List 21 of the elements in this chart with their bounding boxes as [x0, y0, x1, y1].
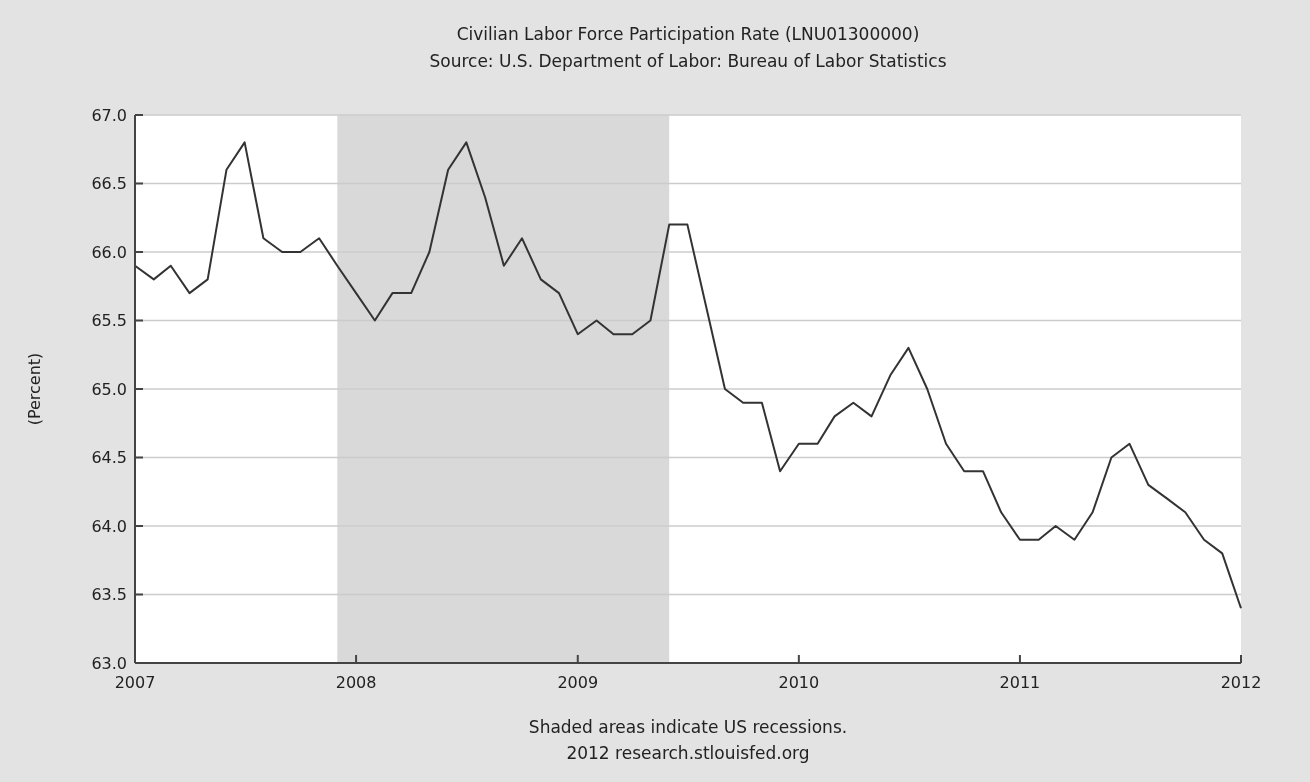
chart-title: Civilian Labor Force Participation Rate (LNU01300000): [456, 24, 920, 44]
chart-subtitle: Source: U.S. Department of Labor: Bureau of Labor Statistics: [429, 51, 947, 71]
text: Shaded areas indicate US recessions.: [528, 717, 848, 737]
y-tick-label: 64.5: [91, 448, 127, 468]
y-tick-label: 67.0: [91, 105, 127, 125]
x-tick-label: 2007: [114, 673, 156, 692]
y-tick-label: 66.5: [91, 174, 127, 194]
x-tick-label: 2012: [1220, 673, 1262, 692]
y-tick-label: 66.0: [91, 242, 127, 262]
x-tick-label: 2008: [335, 673, 377, 692]
line-series: [134, 141, 1242, 610]
x-tick-label: 2010: [778, 673, 820, 692]
x-tick-label: 2011: [999, 673, 1041, 692]
y-tick-label: 64.0: [91, 516, 127, 536]
text: 2012 research.stlouisfed.org: [566, 743, 810, 763]
y-tick-label: 63.0: [91, 653, 127, 673]
y-axis-title: (Percent): [25, 352, 44, 426]
y-tick-label: 63.5: [91, 585, 127, 605]
y-tick-label: 65.0: [91, 379, 127, 399]
y-tick-label: 65.5: [91, 311, 127, 331]
x-tick-label: 2009: [557, 673, 599, 692]
